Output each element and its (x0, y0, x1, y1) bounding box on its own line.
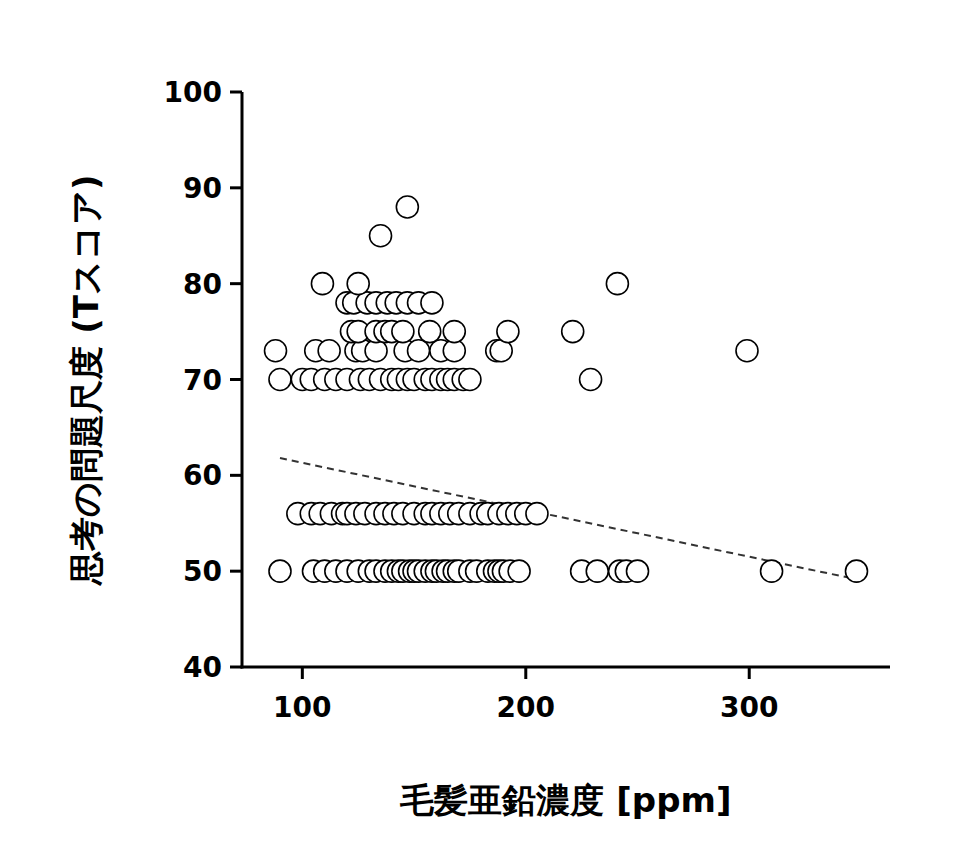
point (562, 321, 584, 343)
point (318, 340, 340, 362)
x-tick-label: 200 (497, 691, 555, 724)
point (408, 340, 430, 362)
point (586, 560, 608, 582)
point (497, 321, 519, 343)
point (459, 369, 481, 391)
point (269, 560, 291, 582)
chart: 40 50 60 70 80 90 100 100 200 300 毛髪亜鉛濃度 [ppm] 思考の問… (0, 0, 980, 866)
point (580, 369, 602, 391)
point (526, 503, 548, 525)
y-tick (230, 378, 242, 381)
point (443, 321, 465, 343)
y-tick-label: 100 (164, 76, 222, 109)
x-axis-label: 毛髪亜鉛濃度 [ppm] (399, 780, 731, 820)
y-tick-label: 80 (183, 268, 222, 301)
point (736, 340, 758, 362)
x-axis-line (241, 666, 891, 669)
point (421, 292, 443, 314)
point (347, 273, 369, 295)
y-tick-label: 60 (183, 459, 222, 492)
y-tick-label: 90 (183, 172, 222, 205)
x-tick (748, 667, 751, 679)
point (311, 273, 333, 295)
point (269, 369, 291, 391)
x-tick (524, 667, 527, 679)
plot-area (265, 196, 868, 582)
y-tick (230, 91, 242, 94)
point (845, 560, 867, 582)
y-axis-label: 思考の問題尺度 (Tスコア) (66, 174, 106, 586)
y-tick (230, 186, 242, 189)
point (419, 321, 441, 343)
x-tick (301, 667, 304, 679)
point (508, 560, 530, 582)
y-tick (230, 474, 242, 477)
point (392, 321, 414, 343)
y-tick-label: 40 (183, 651, 222, 684)
point (370, 225, 392, 247)
x-tick-label: 100 (273, 691, 331, 724)
y-tick (230, 666, 242, 669)
y-tick (230, 282, 242, 285)
y-tick-label: 70 (183, 364, 222, 397)
trend-line (280, 458, 850, 578)
x-tick-label: 300 (720, 691, 778, 724)
point (627, 560, 649, 582)
point (761, 560, 783, 582)
point (606, 273, 628, 295)
point (265, 340, 287, 362)
point (396, 196, 418, 218)
y-tick (230, 570, 242, 573)
y-tick-label: 50 (183, 555, 222, 588)
